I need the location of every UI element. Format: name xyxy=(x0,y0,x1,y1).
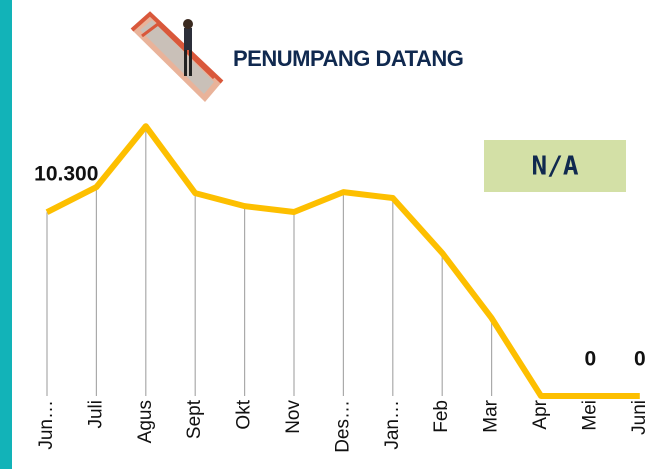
badge-box xyxy=(484,140,626,192)
x-tick-label: Mar xyxy=(481,399,502,432)
chart-title: PENUMPANG DATANG xyxy=(233,46,463,71)
x-tick-label: Sept xyxy=(184,399,205,439)
x-tick-label: Des… xyxy=(332,400,353,453)
x-tick-label: Agus xyxy=(135,400,156,443)
x-tick-label: Jan… xyxy=(382,400,403,450)
badge: N/A xyxy=(532,152,579,182)
escalator-icon xyxy=(130,11,224,102)
data-label: 0 xyxy=(634,348,646,371)
series-line xyxy=(45,123,640,399)
x-tick-label: Nov xyxy=(283,400,304,434)
data-label: 0 xyxy=(585,348,597,371)
side-bar xyxy=(0,0,12,469)
x-tick-label: Apr xyxy=(530,399,551,429)
x-tick-label: Feb xyxy=(431,400,452,433)
x-tick-label: Mei xyxy=(579,400,600,431)
data-label: 10.300 xyxy=(34,163,98,186)
x-tick-label: Juni xyxy=(629,400,650,435)
x-tick-label: Juli xyxy=(85,400,106,429)
x-tick-label: Okt xyxy=(234,399,255,429)
x-tick-label: Jun… xyxy=(36,400,57,450)
